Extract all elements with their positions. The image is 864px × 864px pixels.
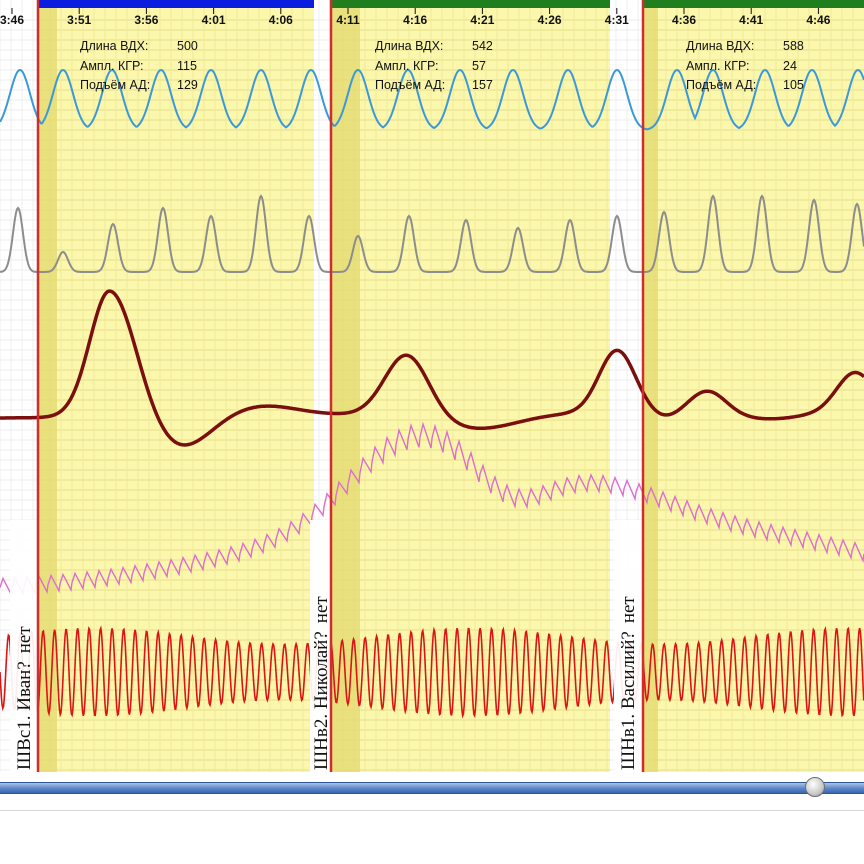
gsr-curve-icon — [0, 289, 864, 447]
stat-value: 115 — [177, 59, 197, 73]
stat-label: Подъём АД: — [686, 78, 756, 92]
question-segment-background — [39, 0, 314, 772]
stat-label: Подъём АД: — [375, 78, 445, 92]
time-tick-label: 3:51 — [67, 13, 91, 27]
time-tick-label: 4:11 — [336, 13, 360, 27]
stat-label: Ампл. КГР: — [686, 59, 750, 73]
stat-label: Ампл. КГР: — [375, 59, 439, 73]
scrollbar-track[interactable] — [0, 782, 864, 794]
question-label-background — [614, 520, 642, 772]
time-tick-label: 4:26 — [538, 13, 562, 27]
stat-value: 542 — [472, 39, 493, 53]
stat-value: 588 — [783, 39, 804, 53]
time-tick-label: 4:31 — [605, 13, 629, 27]
time-tick-label: 4:01 — [202, 13, 226, 27]
stat-label: Длина ВДХ: — [686, 39, 754, 53]
stat-value: 157 — [472, 78, 493, 92]
question-label-group[interactable]: ШВс1. Иван? нет — [14, 626, 35, 770]
question-label-group[interactable]: ШНв1. Василий? нет — [618, 596, 639, 770]
time-tick-label: 4:16 — [403, 13, 427, 27]
time-tick-label: 4:41 — [739, 13, 763, 27]
polygraph-chart[interactable]: 3:46 3:51 3:56 4:01 4:06 4:11 4:16 4:21 4:26 4:31… — [0, 0, 864, 772]
time-tick-label: 3:56 — [134, 13, 158, 27]
stat-value: 129 — [177, 78, 198, 92]
stat-value: 105 — [783, 78, 804, 92]
question-label: ШНв2. Николай? нет — [311, 596, 332, 770]
stat-label: Ампл. КГР: — [80, 59, 144, 73]
question-label: ШНв1. Василий? нет — [618, 596, 639, 770]
question-label-background — [310, 520, 332, 772]
time-tick-label: 4:06 — [269, 13, 293, 27]
question-bar — [39, 0, 314, 8]
answer-text: нет — [14, 626, 35, 654]
time-tick-label: 4:21 — [470, 13, 494, 27]
stat-label: Длина ВДХ: — [80, 39, 148, 53]
time-scrollbar[interactable] — [0, 777, 864, 801]
response-window — [644, 0, 658, 772]
question-bar — [644, 0, 864, 8]
question-text: ШВс1. Иван? — [14, 661, 35, 770]
breathing-wave-icon — [0, 68, 864, 131]
stat-value: 500 — [177, 39, 198, 53]
cardio-wave-icon — [0, 194, 864, 273]
time-tick-label: 4:36 — [672, 13, 696, 27]
question-bar — [332, 0, 610, 8]
pulse-wave-icon — [0, 625, 864, 719]
stat-value: 57 — [472, 59, 486, 73]
stat-value: 24 — [783, 59, 797, 73]
question-label-group[interactable]: ШНв2. Николай? нет — [311, 596, 332, 770]
answer-text: нет — [618, 596, 639, 624]
question-text: ШНв2. Николай? — [311, 631, 332, 770]
bottom-divider — [0, 810, 864, 811]
question-text: ШНв1. Василий? — [618, 631, 639, 770]
response-window — [332, 0, 360, 772]
stat-label: Длина ВДХ: — [375, 39, 443, 53]
question-label-background — [10, 520, 38, 772]
scrollbar-thumb[interactable] — [805, 777, 825, 797]
time-tick-label: 4:46 — [806, 13, 830, 27]
stat-label: Подъём АД: — [80, 78, 150, 92]
ppg-wave-icon — [0, 421, 864, 597]
time-tick-label: 3:46 — [0, 13, 24, 27]
answer-text: нет — [311, 596, 332, 624]
question-label: ШВс1. Иван? нет — [14, 626, 35, 770]
